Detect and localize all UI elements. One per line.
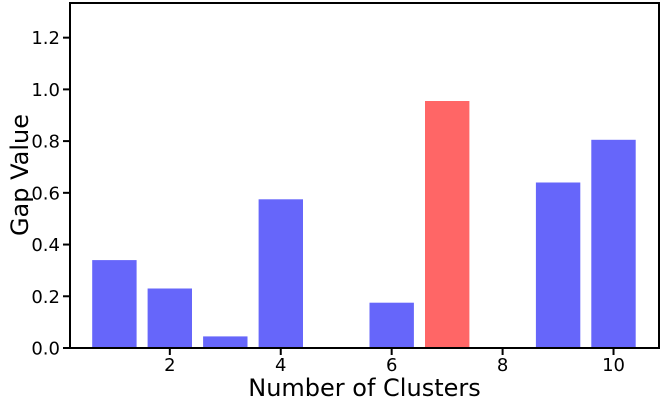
x-tick-label: 8 [497, 355, 508, 376]
x-tick-label: 6 [386, 355, 397, 376]
y-tick-label: 0.4 [31, 235, 60, 256]
bar-cluster-3 [203, 336, 248, 348]
y-tick-label: 0.2 [31, 287, 60, 308]
bar-cluster-2 [147, 288, 192, 348]
highlighted-bar-cluster-7 [425, 101, 470, 348]
x-tick-label: 4 [275, 355, 286, 376]
axes-spines [69, 2, 660, 349]
y-tick-label: 0.8 [31, 132, 60, 153]
x-axis-label: Number of Clusters [248, 374, 481, 402]
y-tick-label: 1.2 [31, 28, 60, 49]
bar-cluster-1 [92, 260, 137, 348]
y-tick-label: 0.0 [31, 339, 60, 360]
bar-cluster-4 [258, 199, 303, 348]
bar-cluster-10 [591, 139, 636, 348]
x-tick-label: 2 [164, 355, 175, 376]
bar-cluster-9 [535, 182, 581, 348]
bar-cluster-6 [369, 302, 414, 348]
y-tick-label: 1.0 [31, 80, 60, 101]
x-tick-label: 10 [602, 355, 625, 376]
y-axis-label: Gap Value [6, 113, 34, 237]
y-tick-label: 0.6 [31, 183, 60, 204]
